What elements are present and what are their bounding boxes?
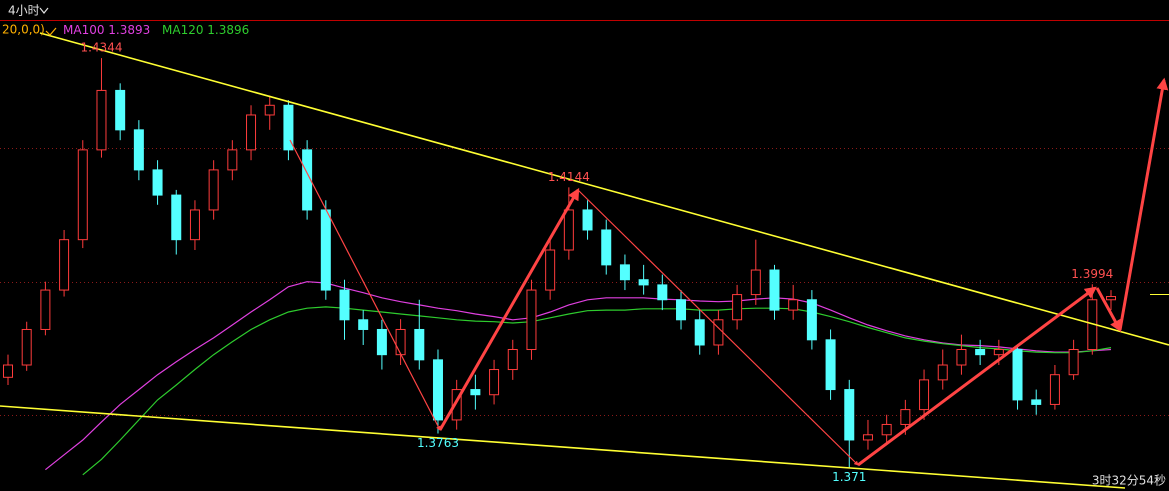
price-annotation: 1.3763 [417, 436, 459, 450]
candle-body [470, 389, 481, 396]
candle-body [395, 328, 406, 356]
candle-body [1012, 349, 1023, 401]
candle-body [732, 294, 743, 321]
candle-body [676, 299, 687, 321]
legend-name: MA120 [162, 23, 203, 37]
candle-body [96, 89, 107, 151]
price-annotation: 1.371 [832, 470, 866, 484]
candle-body [844, 389, 855, 441]
candle-body [788, 299, 799, 311]
indicator-toggle[interactable] [45, 27, 57, 36]
candle-body [881, 423, 892, 436]
candle-body [358, 319, 369, 330]
candle-body [208, 169, 219, 211]
candle-body [320, 209, 331, 291]
candle-body [451, 389, 462, 421]
lower-trendline [0, 405, 1126, 489]
price-annotation: 1.4344 [80, 41, 122, 55]
candle-body [264, 104, 275, 116]
candle-body [937, 364, 948, 381]
trend-arrow [577, 189, 859, 466]
upper-trendline [39, 32, 1169, 346]
indicator-params: 20,0,0) [2, 23, 45, 37]
candle-body [638, 279, 649, 286]
candle-body [713, 319, 724, 346]
candle-body [545, 249, 556, 291]
candle-body [582, 209, 593, 231]
candle-body [77, 149, 88, 241]
legend-value: 1.3893 [108, 23, 150, 37]
candle-body [339, 289, 350, 321]
candle-body [246, 114, 257, 151]
candle-body [993, 349, 1004, 356]
trend-arrow [857, 286, 1097, 467]
candle-body [1031, 399, 1042, 405]
countdown: 3时32分54秒 [1092, 474, 1166, 488]
ma-line [45, 281, 1112, 471]
candle-body [152, 169, 163, 196]
candle-body [825, 339, 836, 391]
candle-body [40, 289, 51, 330]
ma-line [82, 306, 1112, 476]
candle-body [657, 284, 668, 301]
candle-body [489, 369, 500, 396]
candle-body [189, 209, 200, 241]
candle-body [975, 349, 986, 356]
candle-body [1049, 374, 1060, 405]
candle-body [133, 129, 144, 171]
candle-body [1068, 349, 1079, 376]
candle-body [526, 289, 537, 351]
candle-body [956, 349, 967, 366]
candle-body [806, 299, 817, 341]
trend-arrow [438, 187, 580, 431]
candle-body [694, 319, 705, 346]
candle-body [900, 409, 911, 425]
candle-body [283, 104, 294, 151]
candle-body [59, 239, 70, 291]
toolbar [0, 0, 1169, 20]
plot [3, 58, 1116, 476]
legend-value: 1.3896 [207, 23, 249, 37]
candle-body [227, 149, 238, 171]
legend-ma120: MA120 1.3896 [162, 23, 249, 37]
grid [0, 148, 1169, 416]
candle-body [601, 229, 612, 266]
price-annotation: 1.4144 [548, 170, 590, 184]
candle-body [619, 264, 630, 281]
candle-body [414, 328, 425, 361]
candle-body [563, 209, 574, 251]
timeframe[interactable]: 4小时 [8, 4, 40, 18]
candle-body [302, 149, 313, 211]
price-annotation: 1.3994 [1071, 267, 1113, 281]
candle-body [432, 359, 443, 421]
candle-body [507, 349, 518, 371]
candle-body [115, 89, 126, 131]
candle-body [171, 194, 182, 241]
candle-body [862, 434, 873, 441]
timeframe-dropdown[interactable] [39, 7, 49, 14]
candle-body [1106, 296, 1116, 301]
candle-body [919, 379, 930, 411]
trend-arrow [1118, 77, 1169, 331]
trend-arrow [289, 139, 441, 431]
candle-body [21, 328, 32, 366]
candle-body [3, 364, 13, 378]
legend-ma100: MA100 1.3893 [63, 23, 150, 37]
candle-body [750, 269, 761, 296]
candle-body [376, 328, 387, 356]
legend-name: MA100 [63, 23, 104, 37]
candle-body [769, 269, 780, 311]
trend-arrow [1095, 287, 1122, 333]
